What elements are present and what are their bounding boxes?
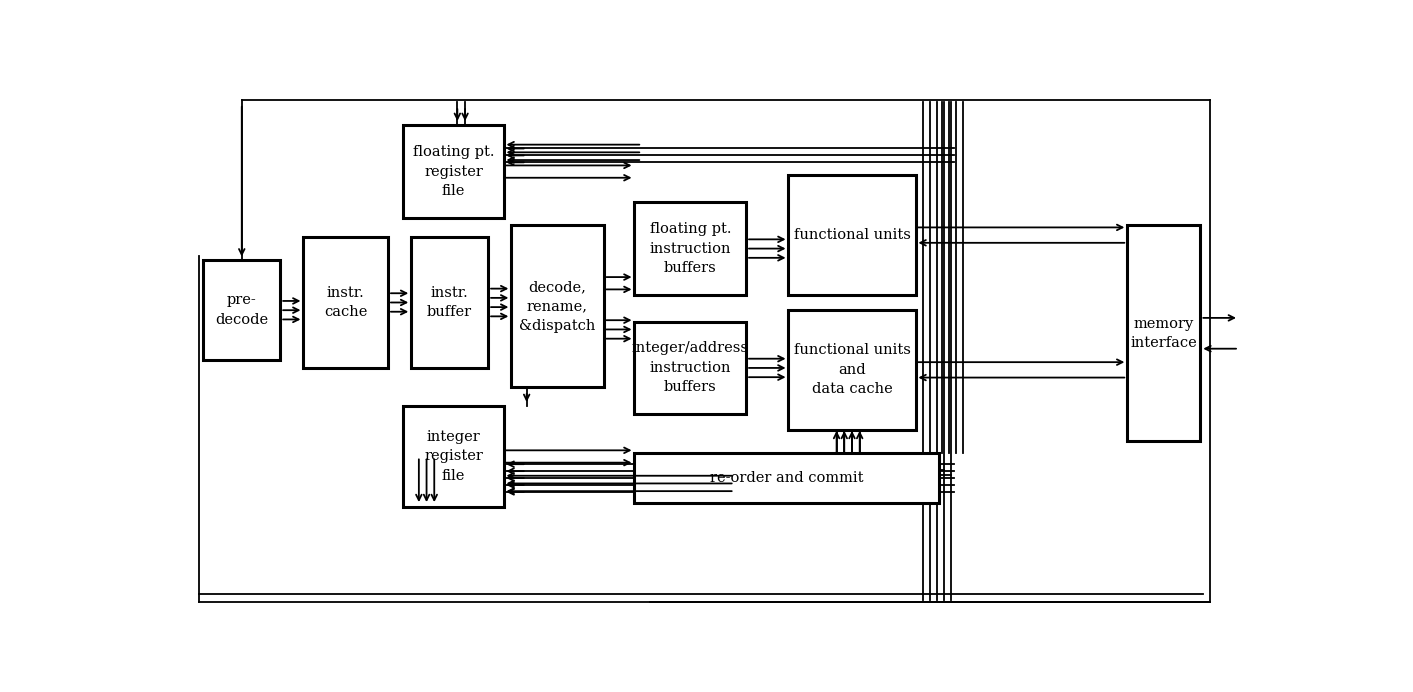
Bar xyxy=(634,453,938,502)
Text: integer/address
instruction
buffers: integer/address instruction buffers xyxy=(632,341,749,394)
Text: decode,
rename,
&dispatch: decode, rename, &dispatch xyxy=(519,280,596,333)
Bar xyxy=(404,406,503,507)
Bar xyxy=(788,310,916,430)
Bar xyxy=(203,260,280,361)
Bar xyxy=(304,237,389,368)
Text: memory
interface: memory interface xyxy=(1130,316,1197,350)
Bar xyxy=(404,125,503,218)
Bar xyxy=(411,237,487,368)
Bar xyxy=(634,202,746,295)
Text: floating pt.
register
file: floating pt. register file xyxy=(413,145,495,198)
Bar xyxy=(512,226,603,388)
Bar xyxy=(634,322,746,414)
Text: integer
register
file: integer register file xyxy=(424,430,483,483)
Text: functional units
and
data cache: functional units and data cache xyxy=(794,343,910,397)
Text: instr.
buffer: instr. buffer xyxy=(427,286,472,319)
Text: pre-
decode: pre- decode xyxy=(215,293,268,327)
Text: instr.
cache: instr. cache xyxy=(324,286,367,319)
Text: floating pt.
instruction
buffers: floating pt. instruction buffers xyxy=(650,222,731,275)
Text: re-order and commit: re-order and commit xyxy=(709,471,863,484)
Bar xyxy=(1128,226,1201,441)
Bar xyxy=(788,176,916,295)
Text: functional units: functional units xyxy=(794,228,910,242)
